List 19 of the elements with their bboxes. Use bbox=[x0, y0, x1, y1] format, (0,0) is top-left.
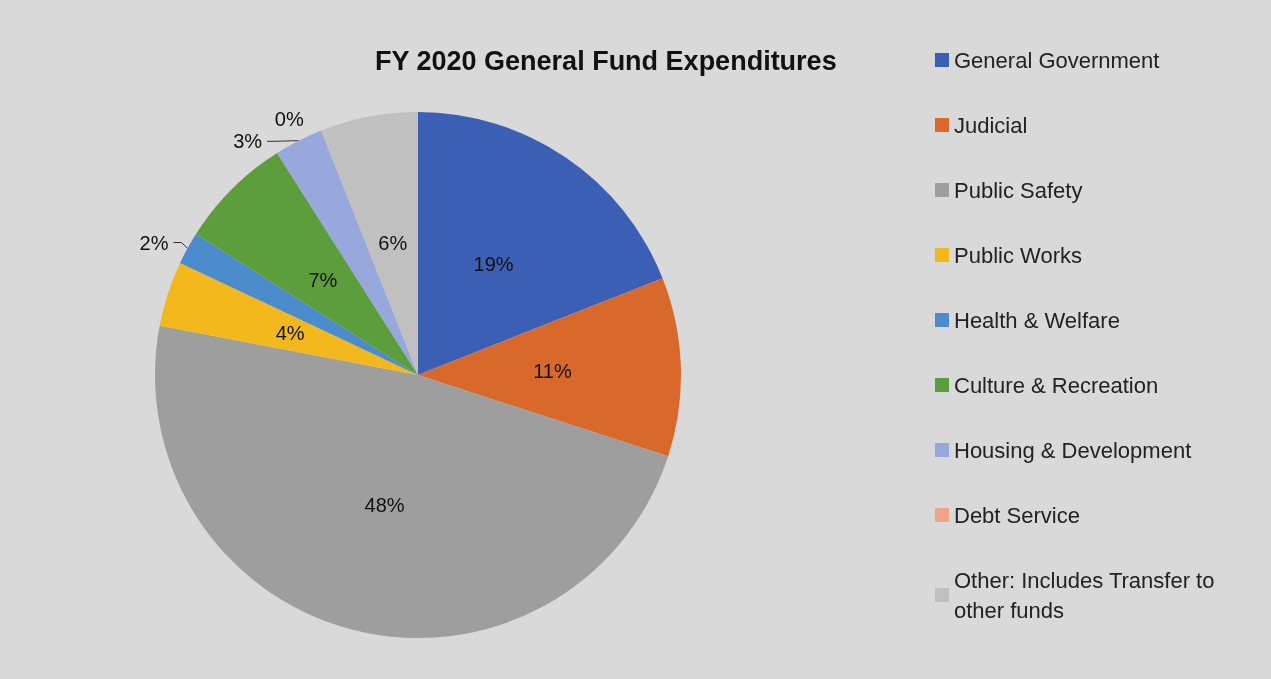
data-label: 19% bbox=[473, 252, 514, 275]
data-label: 7% bbox=[308, 268, 338, 291]
legend-label: Culture & Recreation bbox=[954, 372, 1159, 398]
legend-label: Judicial bbox=[954, 112, 1028, 138]
data-label: 2% bbox=[139, 231, 169, 254]
legend-label: Health & Welfare bbox=[954, 307, 1120, 333]
legend-label: Other: Includes Transfer to other funds bbox=[954, 567, 1221, 623]
data-label: 3% bbox=[233, 130, 263, 153]
legend-label: Housing & Development bbox=[954, 437, 1192, 463]
data-label: 48% bbox=[364, 494, 405, 517]
data-label: 11% bbox=[533, 359, 572, 382]
legend-label: General Government bbox=[954, 47, 1160, 73]
chart-title: FY 2020 General Fund Expenditures bbox=[375, 45, 837, 76]
legend-label: Public Works bbox=[954, 242, 1082, 268]
data-label: 6% bbox=[378, 231, 408, 254]
legend-label: Debt Service bbox=[954, 502, 1080, 528]
legend-label: Public Safety bbox=[954, 177, 1083, 203]
data-label: 4% bbox=[275, 322, 305, 345]
text: 0% bbox=[274, 108, 304, 131]
